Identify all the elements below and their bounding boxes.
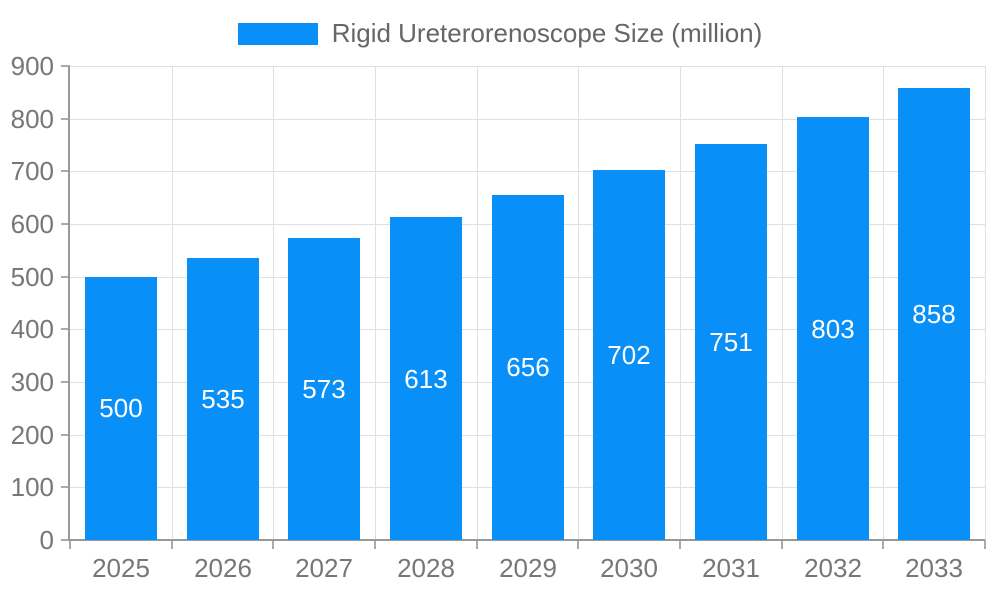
y-axis-label: 900 xyxy=(10,51,54,81)
y-axis-tick xyxy=(61,65,70,67)
y-axis-label: 0 xyxy=(39,525,54,555)
x-axis-label: 2029 xyxy=(499,553,557,583)
legend-swatch-icon xyxy=(237,22,318,45)
x-axis-tick xyxy=(476,540,478,549)
x-axis-tick xyxy=(577,540,579,549)
x-axis-label: 2030 xyxy=(600,553,658,583)
y-axis-label: 400 xyxy=(10,314,54,344)
x-gridline xyxy=(782,66,783,540)
y-gridline xyxy=(70,119,985,120)
y-axis-label: 100 xyxy=(10,472,54,502)
y-axis-label: 500 xyxy=(10,262,54,292)
x-axis-tick xyxy=(374,540,376,549)
x-axis-tick xyxy=(171,540,173,549)
y-axis-label: 700 xyxy=(10,156,54,186)
x-axis-tick xyxy=(882,540,884,549)
y-axis-tick xyxy=(61,539,70,541)
x-gridline xyxy=(172,66,173,540)
legend-item[interactable]: Rigid Ureterorenoscope Size (million) xyxy=(0,18,1000,49)
x-axis-tick xyxy=(679,540,681,549)
x-axis-label: 2028 xyxy=(397,553,455,583)
y-axis-label: 600 xyxy=(10,209,54,239)
bar[interactable] xyxy=(797,117,869,540)
bar[interactable] xyxy=(187,258,259,540)
x-axis-tick xyxy=(272,540,274,549)
x-axis-tick xyxy=(781,540,783,549)
y-axis-tick xyxy=(61,328,70,330)
bar[interactable] xyxy=(492,195,564,540)
y-gridline xyxy=(70,171,985,172)
x-axis-tick xyxy=(984,540,986,549)
y-axis-tick xyxy=(61,381,70,383)
bar[interactable] xyxy=(898,88,970,540)
x-axis-label: 2033 xyxy=(905,553,963,583)
bar[interactable] xyxy=(593,170,665,540)
y-axis-label: 200 xyxy=(10,420,54,450)
y-axis-tick xyxy=(61,486,70,488)
x-gridline xyxy=(680,66,681,540)
x-axis-label: 2027 xyxy=(295,553,353,583)
x-axis-label: 2031 xyxy=(702,553,760,583)
y-gridline xyxy=(70,66,985,67)
x-axis-label: 2026 xyxy=(194,553,252,583)
y-axis-tick xyxy=(61,434,70,436)
x-gridline xyxy=(375,66,376,540)
y-axis-tick xyxy=(61,223,70,225)
x-gridline xyxy=(578,66,579,540)
bar[interactable] xyxy=(390,217,462,540)
legend-label: Rigid Ureterorenoscope Size (million) xyxy=(331,18,763,48)
y-axis-label: 800 xyxy=(10,104,54,134)
x-axis-line xyxy=(68,539,985,541)
y-axis-tick xyxy=(61,170,70,172)
x-gridline xyxy=(985,66,986,540)
bar[interactable] xyxy=(85,277,157,540)
x-axis-label: 2032 xyxy=(804,553,862,583)
x-gridline xyxy=(477,66,478,540)
y-axis-label: 300 xyxy=(10,367,54,397)
x-gridline xyxy=(273,66,274,540)
x-axis-label: 2025 xyxy=(92,553,150,583)
y-axis-tick xyxy=(61,276,70,278)
bar[interactable] xyxy=(695,144,767,540)
y-axis-tick xyxy=(61,118,70,120)
x-axis-tick xyxy=(69,540,71,549)
y-axis-line xyxy=(68,66,70,540)
x-gridline xyxy=(883,66,884,540)
bar[interactable] xyxy=(288,238,360,540)
